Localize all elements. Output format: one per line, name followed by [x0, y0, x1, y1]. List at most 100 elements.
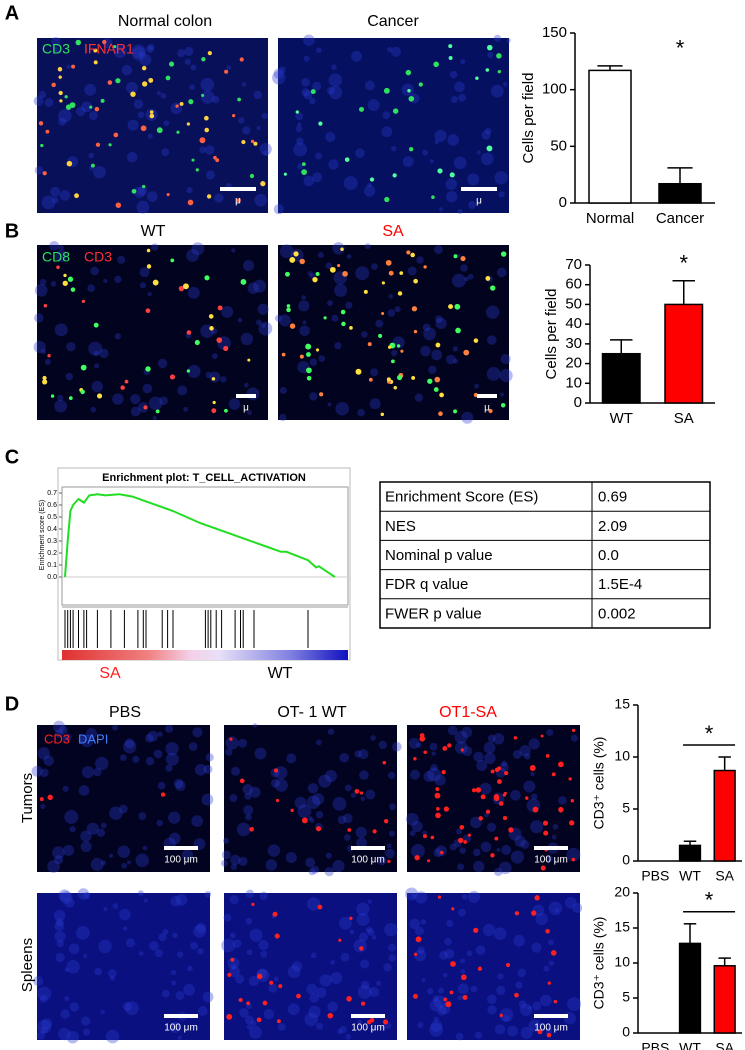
nucleus	[100, 822, 107, 829]
stained-cell	[250, 139, 255, 144]
stained-cell	[337, 263, 341, 268]
nucleus	[435, 315, 443, 323]
nucleus	[175, 894, 188, 906]
nucleus	[125, 938, 136, 948]
nucleus	[493, 34, 502, 42]
nucleus	[520, 1026, 533, 1039]
scale-label: μ	[235, 196, 241, 207]
nucleus	[249, 786, 261, 798]
nucleus	[370, 735, 376, 741]
stain-label: CD3	[84, 249, 112, 265]
nucleus	[545, 854, 553, 863]
nucleus	[344, 834, 351, 841]
stained-cell	[385, 259, 392, 266]
nucleus	[54, 921, 65, 932]
stained-cell	[439, 392, 444, 398]
nucleus	[351, 50, 362, 62]
nucleus	[325, 852, 332, 859]
nucleus	[63, 844, 75, 856]
stained-cell	[301, 169, 307, 175]
stained-cell	[413, 756, 417, 761]
stained-cell	[340, 247, 344, 252]
nucleus	[303, 34, 315, 46]
nucleus	[123, 926, 128, 931]
nucleus	[295, 112, 304, 121]
stained-cell	[295, 110, 299, 114]
nucleus	[468, 200, 477, 209]
nucleus	[131, 44, 146, 59]
nucleus	[274, 314, 283, 322]
nucleus	[226, 182, 232, 189]
nucleus	[172, 932, 178, 939]
stained-cell	[211, 408, 217, 414]
nucleus	[572, 902, 583, 914]
nucleus	[316, 1022, 324, 1030]
nucleus	[80, 734, 94, 748]
stained-cell	[237, 97, 241, 102]
nucleus	[187, 364, 201, 378]
nucleus	[245, 889, 255, 899]
nucleus	[130, 406, 141, 417]
nucleus	[473, 751, 484, 762]
table-border	[379, 481, 711, 629]
nucleus	[261, 112, 268, 120]
stained-cell	[460, 748, 464, 752]
nucleus	[498, 191, 505, 198]
nucleus	[249, 928, 263, 942]
nucleus	[137, 185, 148, 196]
nucleus	[315, 152, 322, 160]
stained-cell	[305, 343, 312, 350]
stained-cell	[435, 342, 441, 348]
stained-cell	[383, 1019, 389, 1025]
stained-cell	[224, 69, 229, 74]
stained-cell	[201, 57, 206, 62]
nucleus	[296, 137, 304, 145]
nucleus	[312, 793, 325, 806]
nucleus	[246, 410, 252, 416]
stained-cell	[392, 173, 397, 178]
nucleus	[513, 934, 525, 947]
stained-cell	[423, 750, 428, 755]
nucleus	[177, 385, 188, 396]
bar	[678, 844, 702, 862]
nucleus	[34, 166, 44, 175]
stained-cell	[453, 409, 458, 414]
stained-cell	[437, 168, 443, 174]
stained-cell	[58, 90, 63, 96]
nucleus	[482, 923, 496, 937]
nucleus	[479, 782, 492, 795]
stained-cell	[69, 102, 76, 108]
nucleus	[189, 84, 196, 90]
nucleus	[431, 751, 436, 756]
nucleus	[467, 273, 474, 280]
stained-cell	[454, 303, 461, 310]
nucleus	[365, 789, 376, 800]
nucleus	[66, 64, 71, 69]
nucleus	[133, 99, 144, 109]
stained-cell	[299, 258, 305, 265]
nucleus	[334, 342, 342, 350]
table-cell: 1.5E-4	[598, 576, 642, 593]
stained-cell	[315, 348, 320, 352]
nucleus	[197, 948, 204, 955]
stained-cell	[494, 767, 500, 773]
x-tick-label: PBS	[641, 1040, 669, 1050]
nucleus	[44, 98, 54, 107]
stained-cell	[410, 252, 415, 258]
nucleus	[417, 1022, 424, 1029]
nucleus	[455, 1032, 464, 1041]
stained-cell	[59, 99, 63, 103]
nucleus	[303, 90, 313, 100]
stained-cell	[62, 280, 68, 286]
scale-label: 100 μm	[534, 855, 568, 866]
nucleus	[453, 358, 459, 364]
stained-cell	[473, 392, 478, 398]
nucleus	[224, 748, 233, 756]
stained-cell	[411, 306, 418, 312]
stained-cell	[559, 809, 563, 813]
nucleus	[64, 967, 70, 972]
y-tick-label: 0.0	[47, 574, 57, 581]
nucleus	[487, 335, 497, 345]
nucleus	[546, 729, 554, 737]
stained-cell	[488, 408, 493, 414]
